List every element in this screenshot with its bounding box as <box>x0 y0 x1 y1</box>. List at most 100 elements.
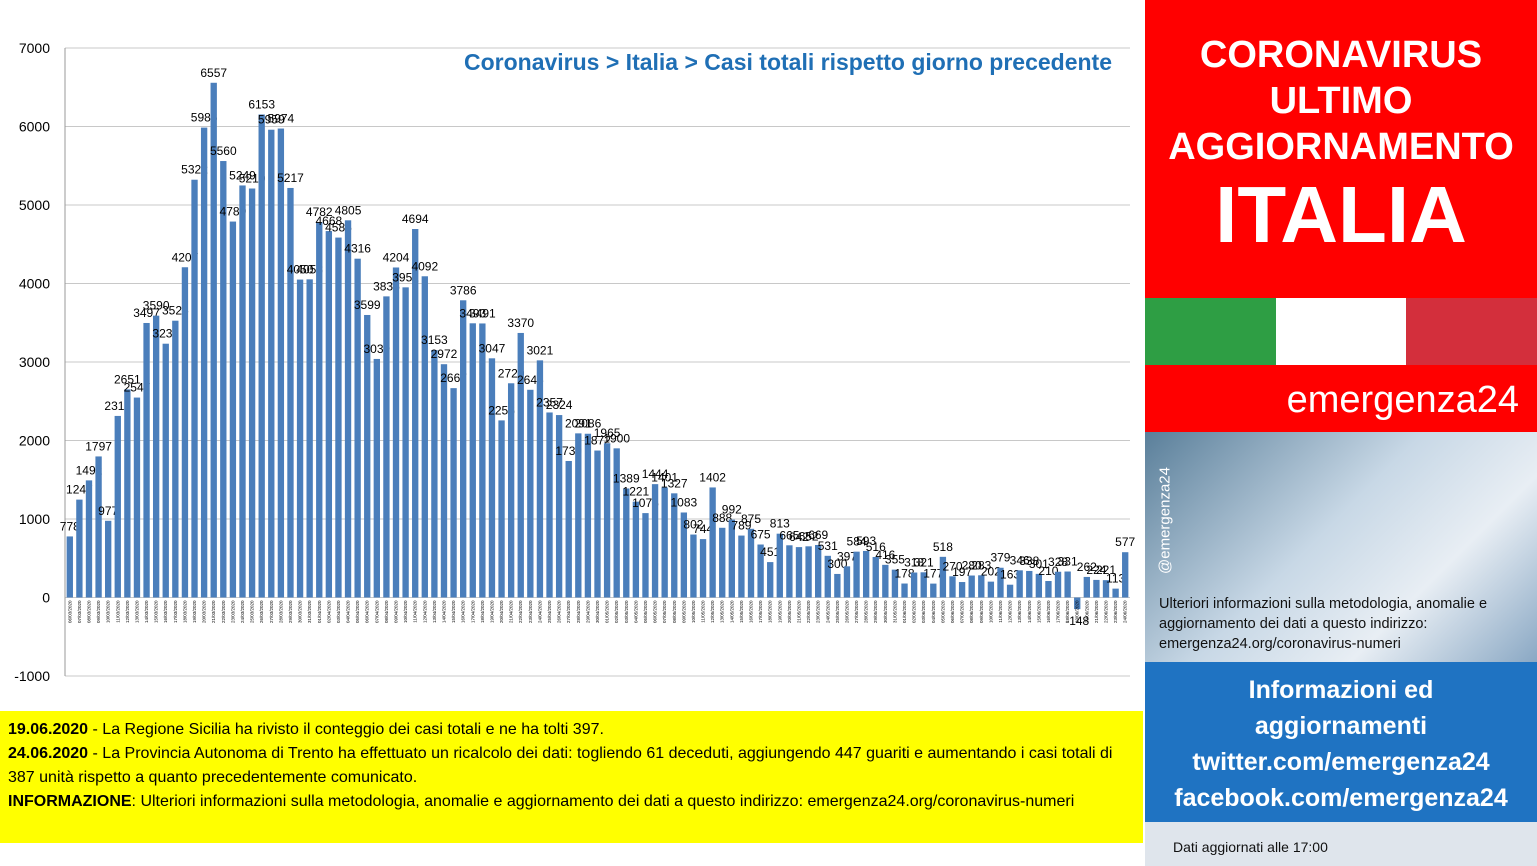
bar <box>920 572 927 598</box>
note-text: - La Regione Sicilia ha rivisto il conte… <box>88 721 604 738</box>
x-tick-label: 17/04/2020 <box>470 600 475 623</box>
x-tick-label: 19/04/2020 <box>489 600 494 623</box>
data-label: 2086 <box>575 417 602 431</box>
data-label: 1444 <box>642 467 669 481</box>
bar <box>210 82 217 598</box>
data-label: 577 <box>1115 535 1135 549</box>
x-tick-label: 05/06/2020 <box>940 600 945 623</box>
note: INFORMAZIONE: Ulteriori informazioni sul… <box>8 790 1135 814</box>
bar <box>891 569 899 598</box>
x-tick-label: 08/05/2020 <box>672 600 677 623</box>
data-label: 652 <box>799 529 819 543</box>
x-tick-label: 20/06/2020 <box>1084 600 1089 623</box>
y-tick-label: 1000 <box>19 511 50 527</box>
x-tick-label: 27/05/2020 <box>854 600 859 623</box>
bar <box>651 484 659 598</box>
bar <box>1054 571 1062 598</box>
data-label: 4694 <box>402 212 429 226</box>
bar <box>239 185 246 598</box>
x-tick-label: 02/04/2020 <box>326 600 331 623</box>
data-label: 3153 <box>421 333 448 347</box>
data-label: 355 <box>885 553 905 567</box>
x-tick-label: 21/06/2020 <box>1094 600 1099 623</box>
x-tick-label: 28/03/2020 <box>278 600 283 623</box>
bar <box>661 487 668 598</box>
brand: emergenza24 <box>1145 365 1537 432</box>
data-label: 1965 <box>594 426 621 440</box>
x-tick-label: 20/04/2020 <box>499 600 504 623</box>
x-tick-label: 12/06/2020 <box>1008 600 1013 623</box>
data-label: 2651 <box>114 372 141 386</box>
x-tick-label: 14/06/2020 <box>1027 600 1032 623</box>
data-label: 789 <box>731 519 751 533</box>
data-label: -148 <box>1065 614 1089 628</box>
bar <box>997 567 1004 598</box>
data-label: 5249 <box>229 168 256 182</box>
x-tick-label: 03/06/2020 <box>921 600 926 623</box>
x-tick-label: 29/03/2020 <box>288 600 293 623</box>
data-label: 5959 <box>258 113 285 127</box>
links: Informazioni ed aggiornamenti twitter.co… <box>1145 662 1537 822</box>
bar <box>699 539 707 598</box>
data-label: 4204 <box>383 250 410 264</box>
x-tick-label: 04/05/2020 <box>633 600 638 623</box>
data-label: 221 <box>1096 563 1116 577</box>
x-tick-label: 24/03/2020 <box>240 600 245 623</box>
note-date: 19.06.2020 <box>8 721 89 738</box>
x-tick-label: 23/04/2020 <box>528 600 533 623</box>
x-tick-label: 10/05/2020 <box>691 600 696 623</box>
x-tick-label: 23/06/2020 <box>1113 600 1118 623</box>
data-label: 2972 <box>431 347 458 361</box>
data-label: 416 <box>875 548 895 562</box>
country: ITALIA <box>1215 170 1467 259</box>
bar <box>728 519 735 598</box>
data-label: 280 <box>962 559 982 573</box>
data-label: 642 <box>789 530 809 544</box>
x-tick-label: 09/06/2020 <box>979 600 984 623</box>
bar <box>795 547 803 598</box>
data-label: 4805 <box>335 203 362 217</box>
data-label: 163 <box>1000 568 1020 582</box>
x-tick-label: 13/05/2020 <box>720 600 725 623</box>
bar <box>939 556 947 598</box>
x-tick-label: 10/04/2020 <box>403 600 408 623</box>
bar <box>402 287 409 598</box>
x-tick-label: 22/05/2020 <box>806 600 811 623</box>
bar <box>498 420 505 598</box>
x-tick-label: 15/06/2020 <box>1036 600 1041 623</box>
bar <box>354 258 361 598</box>
bar <box>316 222 323 598</box>
data-label: 301 <box>1029 557 1049 571</box>
x-tick-label: 21/05/2020 <box>796 600 801 623</box>
bar <box>220 161 227 598</box>
data-label: 992 <box>722 503 742 517</box>
x-tick-label: 19/05/2020 <box>777 600 782 623</box>
data-label: 270 <box>942 559 962 573</box>
bar <box>258 114 265 598</box>
x-tick-label: 18/04/2020 <box>480 600 485 623</box>
data-label: 4092 <box>411 259 438 273</box>
x-tick-label: 11/06/2020 <box>998 600 1003 623</box>
x-tick-label: 05/05/2020 <box>643 600 648 623</box>
x-tick-label: 13/03/2020 <box>134 600 139 623</box>
bar <box>85 480 93 598</box>
info-text: Ulteriori informazioni sulla metodologia… <box>1159 596 1488 652</box>
x-tick-label: 02/06/2020 <box>912 600 917 623</box>
y-tick-label: 5000 <box>19 197 50 213</box>
x-tick-label: 23/05/2020 <box>816 600 821 623</box>
data-label: 888 <box>712 511 732 525</box>
bar <box>191 179 198 598</box>
data-label: 516 <box>866 540 886 554</box>
x-tick-label: 24/06/2020 <box>1123 600 1128 623</box>
x-tick-label: 20/03/2020 <box>202 600 207 623</box>
bar <box>1026 570 1033 598</box>
bar <box>1112 588 1119 598</box>
bar <box>709 487 716 598</box>
notes: 19.06.2020 - La Regione Sicilia ha rivis… <box>0 711 1143 843</box>
note-date: 24.06.2020 <box>8 745 89 762</box>
bar <box>488 358 496 598</box>
x-tick-label: 12/04/2020 <box>422 600 427 623</box>
bar <box>958 582 966 598</box>
bar <box>229 221 237 598</box>
data-label: 518 <box>933 540 953 554</box>
